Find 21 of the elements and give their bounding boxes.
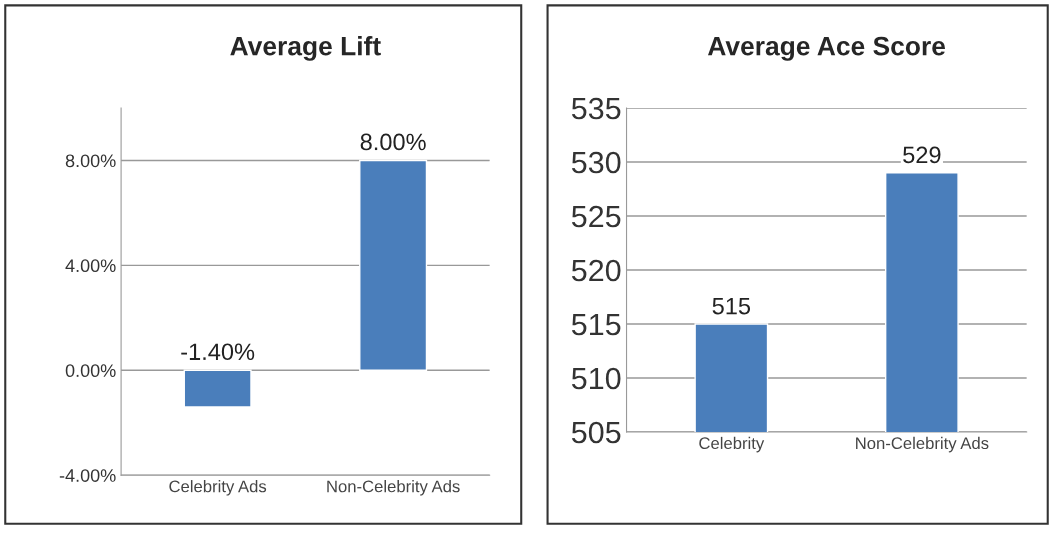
x-tick-label: Non-Celebrity Ads xyxy=(856,436,989,453)
y-tick-label: 8.00% xyxy=(65,154,116,168)
y-tick-label: 4.00% xyxy=(65,259,116,273)
data-label: 529 xyxy=(903,146,941,164)
data-label: 515 xyxy=(712,298,751,315)
data-label: 8.00% xyxy=(360,133,426,151)
y-tick-label: 510 xyxy=(571,367,621,390)
y-tick-label: 515 xyxy=(571,314,621,336)
y-tick-label: 535 xyxy=(571,97,621,120)
y-tick-label: 505 xyxy=(571,421,621,444)
y-tick-label: 0.00% xyxy=(65,364,116,378)
y-tick-label: 530 xyxy=(571,151,621,174)
chart-title: Average Lift xyxy=(230,36,381,61)
data-label: -1.40% xyxy=(181,343,255,361)
x-tick-label: Celebrity Ads xyxy=(169,480,267,496)
y-tick-label: 520 xyxy=(571,259,621,282)
y-tick-label: -4.00% xyxy=(59,469,116,482)
x-tick-label: Non-Celebrity Ads xyxy=(327,480,460,496)
chart-title: Average Ace Score xyxy=(707,36,945,61)
x-tick-label: Celebrity xyxy=(699,436,765,453)
y-tick-label: 525 xyxy=(571,205,621,228)
